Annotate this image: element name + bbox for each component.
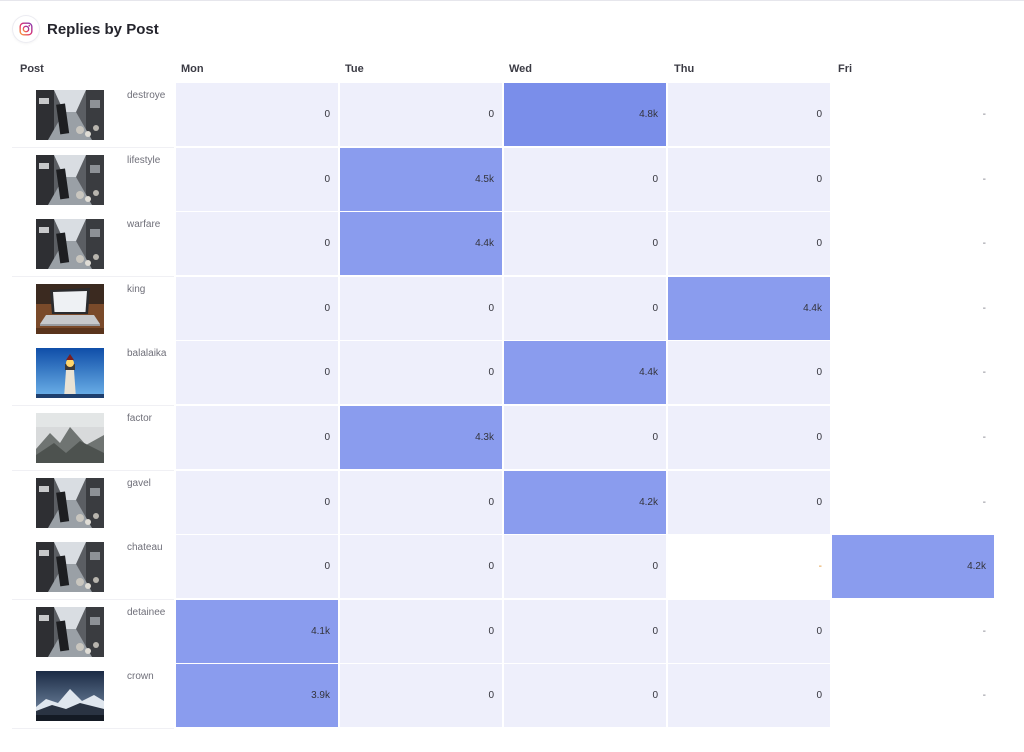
heatmap-cell-thu[interactable]: 0 bbox=[668, 148, 830, 211]
post-row-1[interactable]: destroye bbox=[12, 83, 174, 148]
heatmap-cell-mon[interactable]: 3.9k bbox=[176, 664, 338, 727]
heatmap-cell-tue[interactable]: 4.5k bbox=[340, 148, 502, 211]
post-thumbnail[interactable] bbox=[36, 542, 104, 592]
row-divider bbox=[12, 470, 174, 471]
heatmap-cell-tue[interactable]: 4.4k bbox=[340, 212, 502, 275]
heatmap-cell-wed[interactable]: 0 bbox=[504, 277, 666, 340]
heatmap-cell-mon[interactable]: 0 bbox=[176, 212, 338, 275]
post-name[interactable]: king bbox=[127, 284, 146, 295]
row-divider bbox=[12, 147, 174, 148]
heatmap-cell-mon[interactable]: 0 bbox=[176, 83, 338, 146]
top-divider bbox=[0, 0, 1024, 1]
heatmap-cell-tue[interactable]: 0 bbox=[340, 341, 502, 404]
column-header-mon[interactable]: Mon bbox=[181, 63, 204, 75]
heatmap-cell-thu[interactable]: 0 bbox=[668, 83, 830, 146]
heatmap-cell-fri[interactable]: - bbox=[832, 664, 994, 727]
column-header-post[interactable]: Post bbox=[20, 63, 44, 75]
heatmap-cell-fri[interactable]: - bbox=[832, 406, 994, 469]
row-divider bbox=[12, 728, 174, 729]
post-row-5[interactable]: balalaika bbox=[12, 341, 174, 406]
post-name[interactable]: lifestyle bbox=[127, 155, 161, 166]
heatmap-cell-mon[interactable]: 0 bbox=[176, 406, 338, 469]
heatmap-cell-fri[interactable]: - bbox=[832, 341, 994, 404]
post-thumbnail[interactable] bbox=[36, 155, 104, 205]
heatmap-cell-tue[interactable]: 0 bbox=[340, 83, 502, 146]
widget-header: Replies by Post bbox=[13, 15, 159, 43]
row-divider bbox=[12, 599, 174, 600]
post-name[interactable]: factor bbox=[127, 413, 153, 424]
row-divider bbox=[12, 276, 174, 277]
heatmap-cell-fri[interactable]: 4.2k bbox=[832, 535, 994, 598]
heatmap-cell-tue[interactable]: 0 bbox=[340, 664, 502, 727]
heatmap-cell-tue[interactable]: 0 bbox=[340, 277, 502, 340]
heatmap-cell-thu[interactable]: 0 bbox=[668, 664, 830, 727]
post-name[interactable]: gavel bbox=[127, 478, 151, 489]
heatmap-cell-thu[interactable]: - bbox=[668, 535, 830, 598]
post-thumbnail[interactable] bbox=[36, 607, 104, 657]
heatmap-cell-mon[interactable]: 4.1k bbox=[176, 600, 338, 663]
heatmap-cell-tue[interactable]: 0 bbox=[340, 600, 502, 663]
post-name[interactable]: crown bbox=[127, 671, 154, 682]
heatmap-cell-wed[interactable]: 4.8k bbox=[504, 83, 666, 146]
post-name[interactable]: destroye bbox=[127, 90, 166, 101]
heatmap-cell-thu[interactable]: 0 bbox=[668, 212, 830, 275]
heatmap-cell-fri[interactable]: - bbox=[832, 471, 994, 534]
post-row-10[interactable]: crown bbox=[12, 664, 174, 729]
heatmap-cell-wed[interactable]: 4.4k bbox=[504, 341, 666, 404]
post-thumbnail[interactable] bbox=[36, 671, 104, 721]
post-name[interactable]: detainee bbox=[127, 607, 166, 618]
post-name[interactable]: balalaika bbox=[127, 348, 167, 359]
heatmap-cell-thu[interactable]: 0 bbox=[668, 471, 830, 534]
heatmap-cell-tue[interactable]: 4.3k bbox=[340, 406, 502, 469]
heatmap-cell-fri[interactable]: - bbox=[832, 212, 994, 275]
heatmap-cell-wed[interactable]: 0 bbox=[504, 535, 666, 598]
heatmap-cell-fri[interactable]: - bbox=[832, 148, 994, 211]
post-thumbnail[interactable] bbox=[36, 413, 104, 463]
heatmap-cell-mon[interactable]: 0 bbox=[176, 471, 338, 534]
post-row-4[interactable]: king bbox=[12, 277, 174, 342]
heatmap-cell-thu[interactable]: 0 bbox=[668, 341, 830, 404]
widget-title: Replies by Post bbox=[47, 20, 159, 38]
post-thumbnail[interactable] bbox=[36, 219, 104, 269]
heatmap-cell-tue[interactable]: 0 bbox=[340, 535, 502, 598]
column-header-wed[interactable]: Wed bbox=[509, 63, 533, 75]
post-thumbnail[interactable] bbox=[36, 284, 104, 334]
heatmap-cell-mon[interactable]: 0 bbox=[176, 535, 338, 598]
heatmap-cell-tue[interactable]: 0 bbox=[340, 471, 502, 534]
column-header-tue[interactable]: Tue bbox=[345, 63, 364, 75]
post-row-7[interactable]: gavel bbox=[12, 471, 174, 536]
post-row-2[interactable]: lifestyle bbox=[12, 148, 174, 213]
instagram-icon bbox=[13, 16, 39, 42]
heatmap-cell-wed[interactable]: 0 bbox=[504, 600, 666, 663]
post-thumbnail[interactable] bbox=[36, 90, 104, 140]
heatmap-cell-fri[interactable]: - bbox=[832, 83, 994, 146]
heatmap-cell-fri[interactable]: - bbox=[832, 600, 994, 663]
heatmap-cell-wed[interactable]: 0 bbox=[504, 406, 666, 469]
heatmap-cell-mon[interactable]: 0 bbox=[176, 277, 338, 340]
heatmap-cell-thu[interactable]: 0 bbox=[668, 600, 830, 663]
heatmap-cell-fri[interactable]: - bbox=[832, 277, 994, 340]
column-header-thu[interactable]: Thu bbox=[674, 63, 695, 75]
heatmap-cell-wed[interactable]: 4.2k bbox=[504, 471, 666, 534]
post-row-6[interactable]: factor bbox=[12, 406, 174, 471]
heatmap-cell-mon[interactable]: 0 bbox=[176, 148, 338, 211]
heatmap-cell-thu[interactable]: 0 bbox=[668, 406, 830, 469]
column-header-fri[interactable]: Fri bbox=[838, 63, 853, 75]
post-row-3[interactable]: warfare bbox=[12, 212, 174, 277]
post-row-9[interactable]: detainee bbox=[12, 600, 174, 665]
heatmap-cell-wed[interactable]: 0 bbox=[504, 664, 666, 727]
post-thumbnail[interactable] bbox=[36, 348, 104, 398]
post-name[interactable]: chateau bbox=[127, 542, 163, 553]
post-row-8[interactable]: chateau bbox=[12, 535, 174, 600]
heatmap-cell-thu[interactable]: 4.4k bbox=[668, 277, 830, 340]
heatmap-cell-mon[interactable]: 0 bbox=[176, 341, 338, 404]
post-thumbnail[interactable] bbox=[36, 478, 104, 528]
heatmap-cell-wed[interactable]: 0 bbox=[504, 148, 666, 211]
row-divider bbox=[12, 405, 174, 406]
post-name[interactable]: warfare bbox=[127, 219, 161, 230]
heatmap-cell-wed[interactable]: 0 bbox=[504, 212, 666, 275]
